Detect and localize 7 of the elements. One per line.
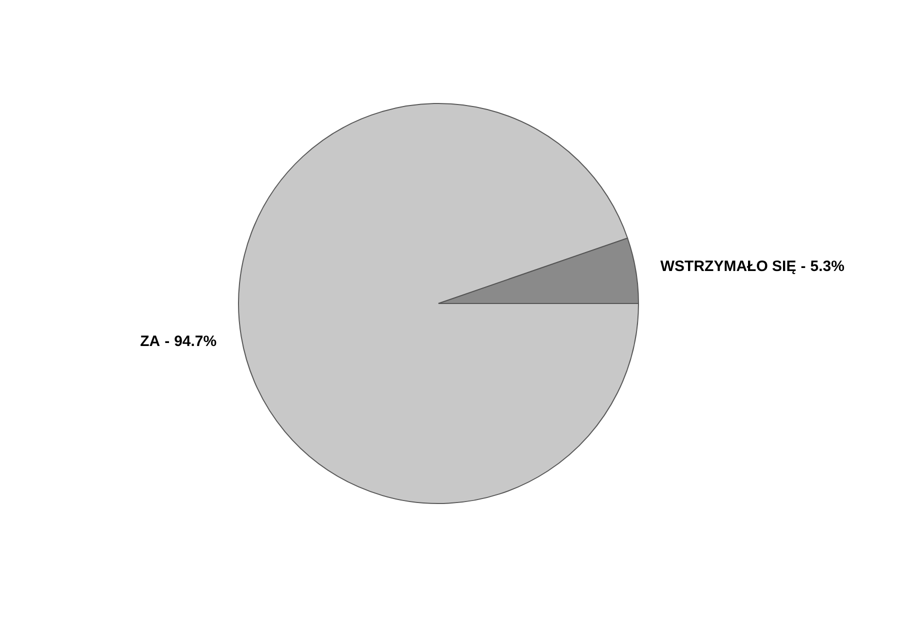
text: - (800, 258, 806, 276)
text: - (164, 332, 170, 350)
data-label: 94.7% (174, 332, 217, 350)
slice-label: ZA (140, 332, 160, 350)
pie-slice (238, 103, 639, 504)
slice-label: WSTRZYMAŁO SIĘ (660, 258, 796, 276)
data-label: 5.3% (810, 258, 844, 276)
